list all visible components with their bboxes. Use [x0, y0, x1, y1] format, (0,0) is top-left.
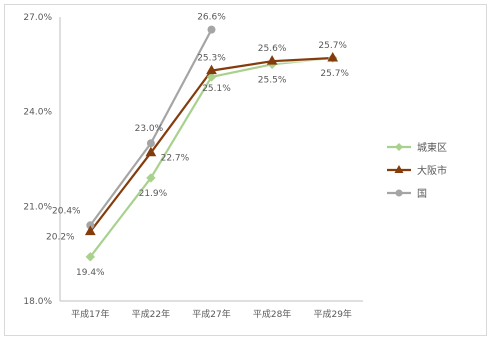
data-label: 21.9%: [139, 189, 168, 199]
legend-marker: [395, 189, 403, 197]
chart-axes: 18.0% 21.0% 24.0% 27.0% 平成17年 平成22年 平成27年 平成28年…: [23, 13, 363, 320]
data-label: 25.1%: [202, 84, 231, 94]
data-point: [84, 225, 96, 236]
x-tick-label: 平成27年: [192, 308, 230, 320]
data-label: 25.5%: [258, 75, 287, 85]
data-point: [207, 25, 216, 34]
legend-label: 国: [417, 188, 427, 200]
legend-marker: [394, 165, 404, 173]
x-tick-label: 平成22年: [132, 308, 170, 320]
data-label: 25.7%: [320, 69, 349, 79]
x-tick-label: 平成17年: [71, 308, 109, 320]
legend-label: 城東区: [417, 141, 447, 154]
data-point: [146, 173, 156, 183]
data-point: [85, 252, 96, 262]
data-point: [206, 72, 217, 82]
data-label: 23.0%: [135, 124, 164, 134]
legend-label: 大阪市: [417, 164, 447, 177]
data-label: 20.2%: [46, 233, 75, 243]
data-point: [327, 52, 339, 62]
data-point: [206, 64, 217, 75]
y-tick-label: 18.0%: [23, 297, 52, 307]
data-point: [145, 146, 157, 157]
chart-frame: 18.0% 21.0% 24.0% 27.0% 平成17年 平成22年 平成27年 平成28年…: [4, 4, 487, 336]
data-label: 20.4%: [52, 206, 81, 216]
data-label: 25.7%: [318, 41, 347, 51]
data-labels: 20.4% 23.0% 26.6% 19.4% 21.9% 25.1% 25.5% 25.7%…: [46, 13, 349, 278]
x-tick-label: 平成28年: [253, 308, 291, 320]
series-markers: [84, 25, 339, 262]
line-chart: 18.0% 21.0% 24.0% 27.0% 平成17年 平成22年 平成27年 平成28年…: [23, 13, 447, 320]
series-lines: [88, 28, 333, 259]
data-label: 25.3%: [197, 54, 226, 64]
data-label: 25.6%: [258, 44, 287, 54]
data-point: [146, 139, 155, 148]
legend-marker: [395, 143, 403, 151]
data-label: 19.4%: [76, 268, 105, 278]
y-tick-label: 21.0%: [23, 202, 52, 212]
data-point: [266, 55, 278, 65]
y-tick-label: 24.0%: [23, 108, 52, 118]
data-label: 22.7%: [161, 154, 190, 164]
data-label: 26.6%: [197, 13, 226, 23]
x-tick-label: 平成29年: [313, 308, 351, 320]
y-tick-label: 27.0%: [23, 13, 52, 23]
